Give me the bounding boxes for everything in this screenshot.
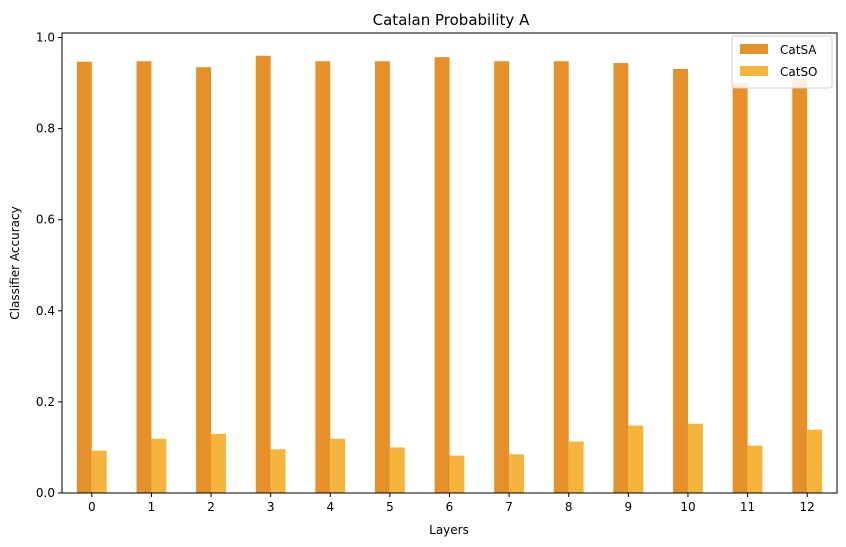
legend-swatch-catso <box>740 66 768 76</box>
x-tick-label: 1 <box>148 500 156 514</box>
x-tick-label: 0 <box>88 500 96 514</box>
y-tick-label: 0.2 <box>36 395 55 409</box>
bar-catsa-layer-2 <box>196 67 212 493</box>
bar-catso-layer-6 <box>449 455 465 493</box>
y-axis: 0.0 0.2 0.4 0.6 0.8 1.0 <box>36 31 62 500</box>
x-tick-label: 8 <box>565 500 573 514</box>
bar-catsa-layer-8 <box>553 61 569 494</box>
bars-layer <box>76 55 823 494</box>
x-axis-label: Layers <box>429 523 469 537</box>
bar-catsa-layer-7 <box>494 61 510 494</box>
bar-catsa-layer-12 <box>792 78 808 493</box>
bar-catsa-layer-11 <box>732 83 748 493</box>
x-axis: 0 1 2 3 4 5 6 7 8 9 10 11 12 <box>88 493 815 514</box>
chart-title: Catalan Probability A <box>373 11 530 29</box>
x-tick-label: 2 <box>207 500 215 514</box>
y-tick-label: 1.0 <box>36 31 55 45</box>
x-tick-label: 11 <box>740 500 755 514</box>
legend-swatch-catsa <box>740 44 768 54</box>
bar-catsa-layer-0 <box>76 61 92 493</box>
x-tick-label: 9 <box>625 500 633 514</box>
bar-catso-layer-7 <box>509 454 525 493</box>
y-tick-label: 0.8 <box>36 122 55 136</box>
bar-catsa-layer-1 <box>136 61 152 494</box>
x-tick-label: 12 <box>800 500 815 514</box>
y-tick-label: 0.4 <box>36 304 55 318</box>
x-tick-label: 10 <box>680 500 695 514</box>
bar-catso-layer-8 <box>568 441 584 493</box>
bar-catso-layer-9 <box>628 425 644 493</box>
x-tick-label: 5 <box>386 500 394 514</box>
bar-catso-layer-5 <box>389 447 405 493</box>
x-tick-label: 7 <box>505 500 513 514</box>
bar-catsa-layer-10 <box>673 68 688 493</box>
x-tick-label: 6 <box>446 500 454 514</box>
bar-catso-layer-3 <box>270 449 286 493</box>
bar-catso-layer-4 <box>330 438 346 493</box>
bar-catso-layer-10 <box>687 423 703 493</box>
bar-catsa-layer-5 <box>374 61 390 494</box>
x-tick-label: 4 <box>326 500 334 514</box>
x-tick-label: 3 <box>267 500 275 514</box>
legend-label-catso: CatSO <box>780 65 818 79</box>
bar-catso-layer-1 <box>151 438 167 493</box>
bar-catsa-layer-6 <box>434 57 450 493</box>
y-tick-label: 0.0 <box>36 486 55 500</box>
bar-catsa-layer-4 <box>315 61 331 494</box>
y-tick-label: 0.6 <box>36 213 55 227</box>
bar-catsa-layer-9 <box>613 63 629 494</box>
y-axis-label: Classifier Accuracy <box>8 206 22 319</box>
bar-catsa-layer-3 <box>255 55 271 494</box>
legend: CatSA CatSO <box>731 35 833 89</box>
bar-catso-layer-12 <box>807 429 823 493</box>
bar-catso-layer-2 <box>211 433 226 493</box>
legend-label-catsa: CatSA <box>780 43 817 57</box>
bar-catso-layer-0 <box>91 450 107 493</box>
bar-catso-layer-11 <box>747 445 763 493</box>
